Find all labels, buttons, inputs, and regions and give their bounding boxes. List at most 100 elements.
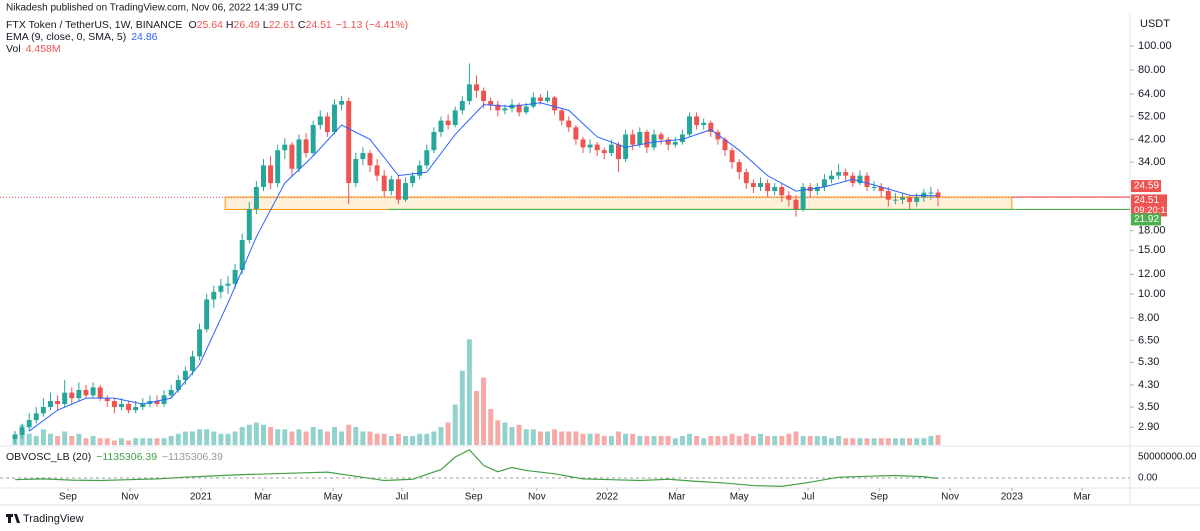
volume-bar <box>62 431 68 445</box>
candle-body <box>523 106 529 113</box>
candle-body <box>928 192 934 194</box>
candle-body <box>892 199 898 201</box>
currency: USDT <box>1140 18 1170 30</box>
candle-body <box>715 131 721 140</box>
volume-bar <box>403 436 408 445</box>
candle-body <box>90 387 96 396</box>
candle-body <box>708 122 714 132</box>
volume-bar <box>296 429 302 445</box>
volume-bar <box>431 431 437 445</box>
volume-bar <box>353 427 359 445</box>
candle-body <box>154 401 160 404</box>
volume-bar <box>140 438 146 445</box>
volume-bar <box>729 433 735 445</box>
candle-body <box>779 186 785 196</box>
volume-bar <box>566 431 572 445</box>
candle-body <box>630 134 636 145</box>
y-tick-label: 100.00 <box>1138 40 1172 52</box>
volume-bar <box>466 339 472 445</box>
volume-bar <box>232 431 238 445</box>
volume-bar <box>111 440 117 445</box>
candle-body <box>289 144 295 169</box>
candle-body <box>253 186 259 210</box>
volume-bar <box>161 438 167 445</box>
volume-bar <box>878 438 884 445</box>
volume-bar <box>317 429 323 445</box>
x-tick-label: Mar <box>254 492 272 503</box>
volume-bar <box>530 429 536 445</box>
x-tick-label: Sep <box>870 492 888 503</box>
volume-bar <box>502 422 508 445</box>
candle-body <box>665 139 671 145</box>
candle-body <box>168 389 174 396</box>
candle-body <box>225 283 231 286</box>
x-tick-label: 2021 <box>190 492 213 503</box>
obv-tick-label: 50000000.00 <box>1138 452 1197 463</box>
y-tick-label: 5.30 <box>1138 356 1159 368</box>
volume-bar <box>182 431 188 445</box>
x-tick-label: Sep <box>465 492 483 503</box>
volume-bar <box>47 433 53 445</box>
x-tick-label: 2022 <box>596 492 619 503</box>
volume-bar <box>559 431 565 445</box>
volume-bar <box>481 377 487 445</box>
candle-body <box>33 413 39 421</box>
volume-bar <box>658 436 664 445</box>
candle-body <box>914 197 920 202</box>
volume-bar <box>324 431 330 445</box>
candle-body <box>424 150 430 166</box>
logo-mark <box>6 514 20 523</box>
volume-bar <box>303 431 309 445</box>
x-tick-label: Sep <box>59 492 77 503</box>
candle-body <box>580 139 586 148</box>
volume-bar <box>914 438 920 445</box>
candle-body <box>594 144 600 151</box>
volume-bar <box>367 431 373 445</box>
candle-body <box>623 134 629 160</box>
candle-body <box>445 120 451 126</box>
ohlc-value: 22.61 <box>269 19 295 31</box>
candle-body <box>239 240 245 270</box>
volume-bar <box>261 424 266 445</box>
candle-body <box>885 191 891 200</box>
volume-bar <box>708 436 714 445</box>
candle-body <box>381 175 387 192</box>
volume-bar <box>211 431 217 445</box>
candle-body <box>317 116 323 126</box>
volume-bar <box>197 429 203 445</box>
volume-bar <box>821 436 827 445</box>
candle-body <box>197 329 203 357</box>
candle-body <box>857 175 863 184</box>
candle-body <box>69 392 75 399</box>
volume-bar <box>360 431 366 445</box>
candle-body <box>111 401 117 408</box>
volume-bar <box>332 427 337 445</box>
y-tick-label: 18.00 <box>1138 225 1166 237</box>
volume-bar <box>417 433 423 445</box>
candle-body <box>722 139 728 151</box>
volume-bar <box>864 438 870 445</box>
candle-body <box>637 131 643 145</box>
volume-bar <box>857 438 863 445</box>
volume-bar <box>871 438 877 445</box>
volume-bar <box>69 436 75 445</box>
volume-bar <box>892 438 898 445</box>
candle-body <box>750 183 756 187</box>
legend-main: FTX Token / TetherUS, 1W, BINANCE O25.64 H… <box>6 19 408 31</box>
candle-body <box>495 104 501 111</box>
volume-bar <box>253 422 259 445</box>
y-tick-label: 2.90 <box>1138 421 1159 433</box>
y-tick-label: 10.00 <box>1138 288 1166 300</box>
ema-value: 24.86 <box>131 31 157 43</box>
candle-body <box>12 434 18 440</box>
volume-bar <box>523 429 529 445</box>
volume-bar <box>445 422 451 445</box>
candle-body <box>843 172 849 176</box>
volume-bar <box>381 433 387 445</box>
x-tick-label: May <box>324 492 343 503</box>
candle-body <box>261 165 266 187</box>
candle-body <box>701 122 707 126</box>
volume-bar <box>438 427 444 445</box>
volume-bar <box>651 436 657 445</box>
volume-bar <box>175 433 181 445</box>
